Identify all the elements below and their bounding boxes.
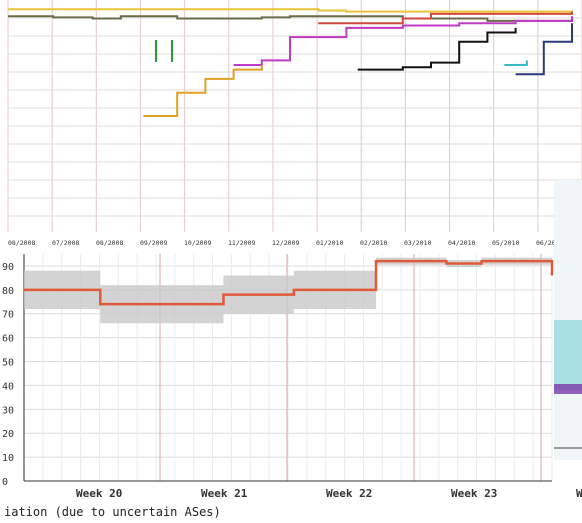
- right-panel-purple-band: [554, 384, 582, 394]
- top-series-line-4: [357, 27, 517, 71]
- bottom-x-tick-label: Week 21: [201, 487, 248, 500]
- bottom-chart-series: [24, 259, 554, 306]
- top-x-tick-label: 02/2010: [360, 239, 387, 247]
- bottom-y-tick-label: 0: [2, 477, 8, 488]
- top-series-line-5: [504, 60, 528, 66]
- bottom-series-line: [24, 259, 554, 306]
- top-x-tick-label: 12/2009: [272, 239, 299, 247]
- bottom-y-tick-label: 80: [2, 286, 14, 297]
- bottom-y-tick-label: 10: [2, 453, 14, 464]
- top-x-tick-label: 11/2009: [228, 239, 255, 247]
- bottom-y-tick-label: 30: [2, 405, 14, 416]
- top-series-line-1: [8, 15, 573, 22]
- right-overlap-panel: [554, 180, 582, 460]
- top-series-line-7: [143, 64, 263, 117]
- bottom-y-tick-label: 50: [2, 358, 14, 369]
- bottom-chart-confidence-band: [24, 257, 552, 324]
- top-series-line-2: [318, 11, 573, 25]
- top-x-tick-label: 04/2010: [448, 239, 475, 247]
- caption-text: iation (due to uncertain ASes): [4, 505, 221, 519]
- top-series-line-3: [233, 16, 573, 66]
- top-chart-x-axis: 08/2008 07/2008 08/2008 09/2009 10/2009 11/20…: [8, 239, 563, 247]
- top-x-tick-label: 05/2010: [492, 239, 519, 247]
- bottom-x-tick-label: Week 22: [326, 487, 372, 500]
- bottom-x-tick-label: Week 20: [76, 487, 122, 500]
- top-x-tick-label: 06/2010: [536, 239, 563, 247]
- top-x-tick-label: 03/2010: [404, 239, 431, 247]
- top-x-tick-label: 09/2009: [140, 239, 167, 247]
- bottom-y-tick-label: 90: [2, 262, 14, 273]
- bottom-x-tick-label: W: [576, 487, 582, 500]
- bottom-y-tick-label: 20: [2, 429, 14, 440]
- bottom-x-tick-label: Week 23: [451, 487, 497, 500]
- right-panel-teal-area: [554, 320, 582, 390]
- bottom-confidence-band: [24, 257, 552, 324]
- bottom-y-tick-label: 40: [2, 381, 14, 392]
- top-x-tick-label: 01/2010: [316, 239, 343, 247]
- bottom-chart-x-axis: Week 20 Week 21 Week 22 Week 23 W: [76, 487, 582, 500]
- bottom-y-tick-label: 70: [2, 310, 14, 321]
- top-chart-grid: [7, 0, 582, 232]
- top-x-tick-label: 08/2008: [8, 239, 35, 247]
- top-series-line-0: [8, 8, 573, 14]
- top-series-line-6: [515, 23, 573, 76]
- bottom-y-tick-label: 60: [2, 334, 14, 345]
- top-x-tick-label: 10/2009: [184, 239, 211, 247]
- bottom-chart-y-axis: 0 10 20 30 40 50 60 70 80 90: [2, 262, 14, 488]
- top-x-tick-label: 07/2008: [52, 239, 79, 247]
- top-chart-series: [8, 8, 573, 117]
- top-x-tick-label: 08/2008: [96, 239, 123, 247]
